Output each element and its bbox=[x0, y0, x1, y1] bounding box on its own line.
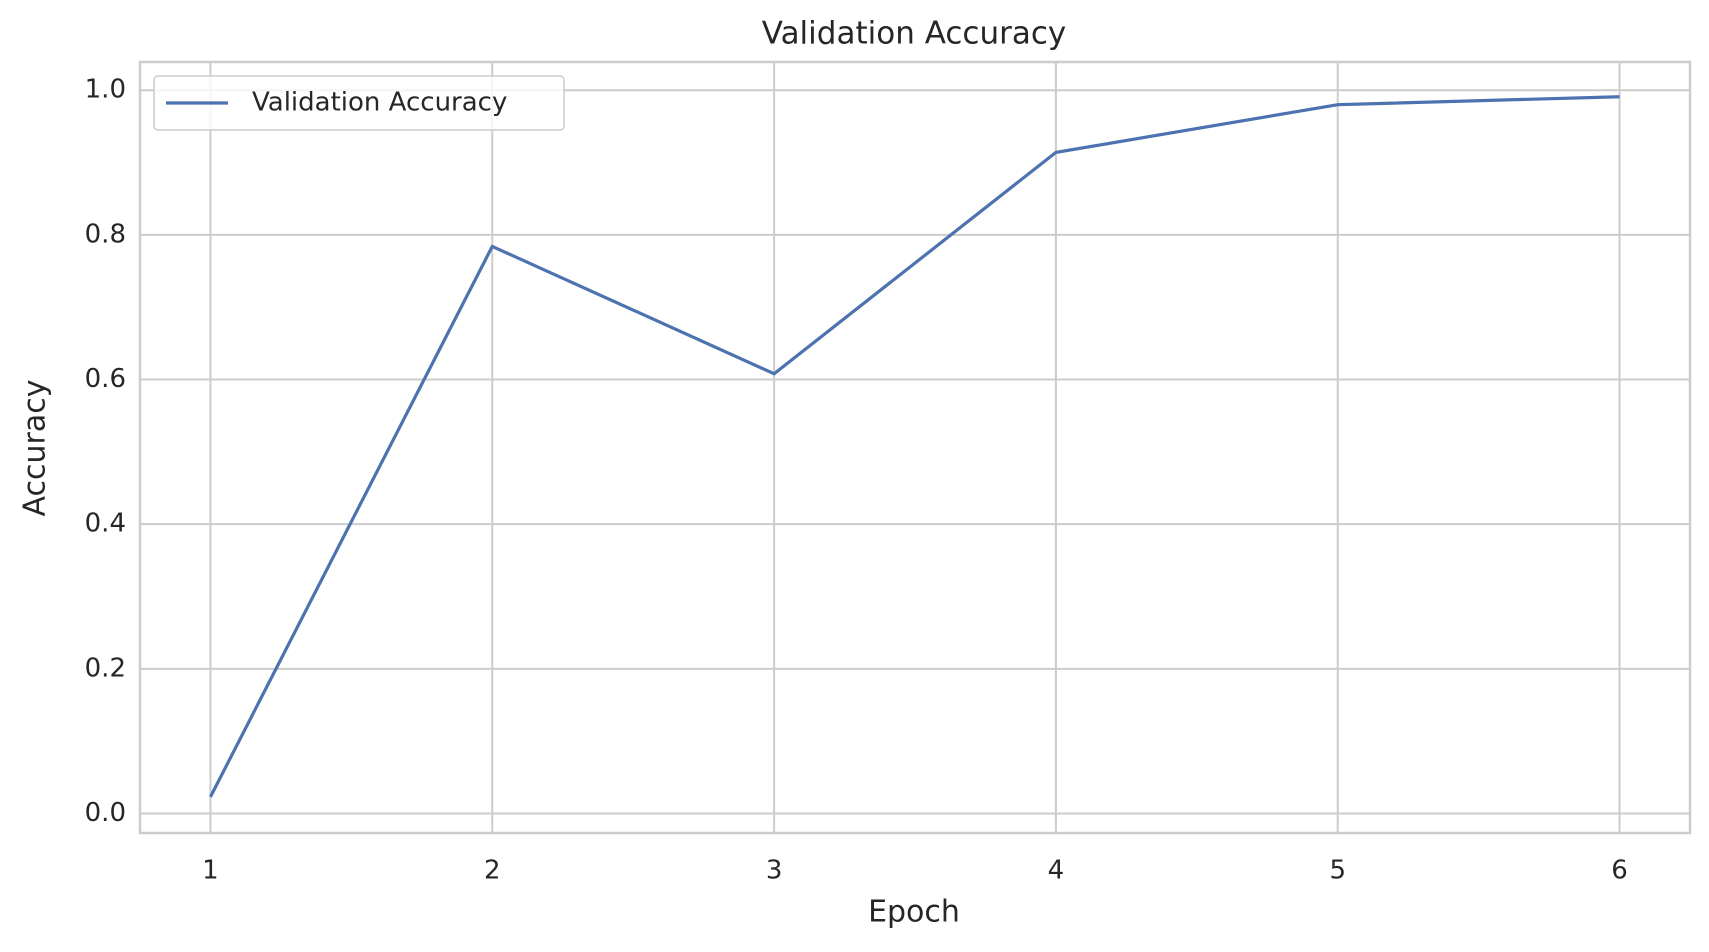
chart-title: Validation Accuracy bbox=[762, 16, 1066, 52]
y-tick-label: 0.2 bbox=[85, 653, 126, 683]
y-tick-label: 0.6 bbox=[85, 364, 126, 394]
legend-label: Validation Accuracy bbox=[252, 88, 507, 118]
x-tick-label: 2 bbox=[484, 856, 501, 886]
legend-frame bbox=[153, 75, 565, 131]
x-tick-label: 1 bbox=[202, 856, 219, 886]
x-tick-label: 5 bbox=[1329, 856, 1346, 886]
x-tick-label: 3 bbox=[766, 856, 783, 886]
y-axis-label: Accuracy bbox=[18, 380, 53, 517]
x-axis-label: Epoch bbox=[868, 895, 960, 930]
y-tick-label: 0.8 bbox=[85, 219, 126, 249]
data-line bbox=[209, 95, 1620, 798]
y-tick-label: 0.4 bbox=[85, 509, 126, 539]
x-tick-label: 4 bbox=[1048, 856, 1065, 886]
y-tick-label: 0.0 bbox=[85, 798, 126, 828]
y-tick-label: 1.0 bbox=[85, 75, 126, 105]
plot-frame bbox=[138, 60, 1692, 835]
legend: Validation Accuracy bbox=[153, 75, 565, 131]
x-tick-label: 6 bbox=[1611, 856, 1628, 886]
